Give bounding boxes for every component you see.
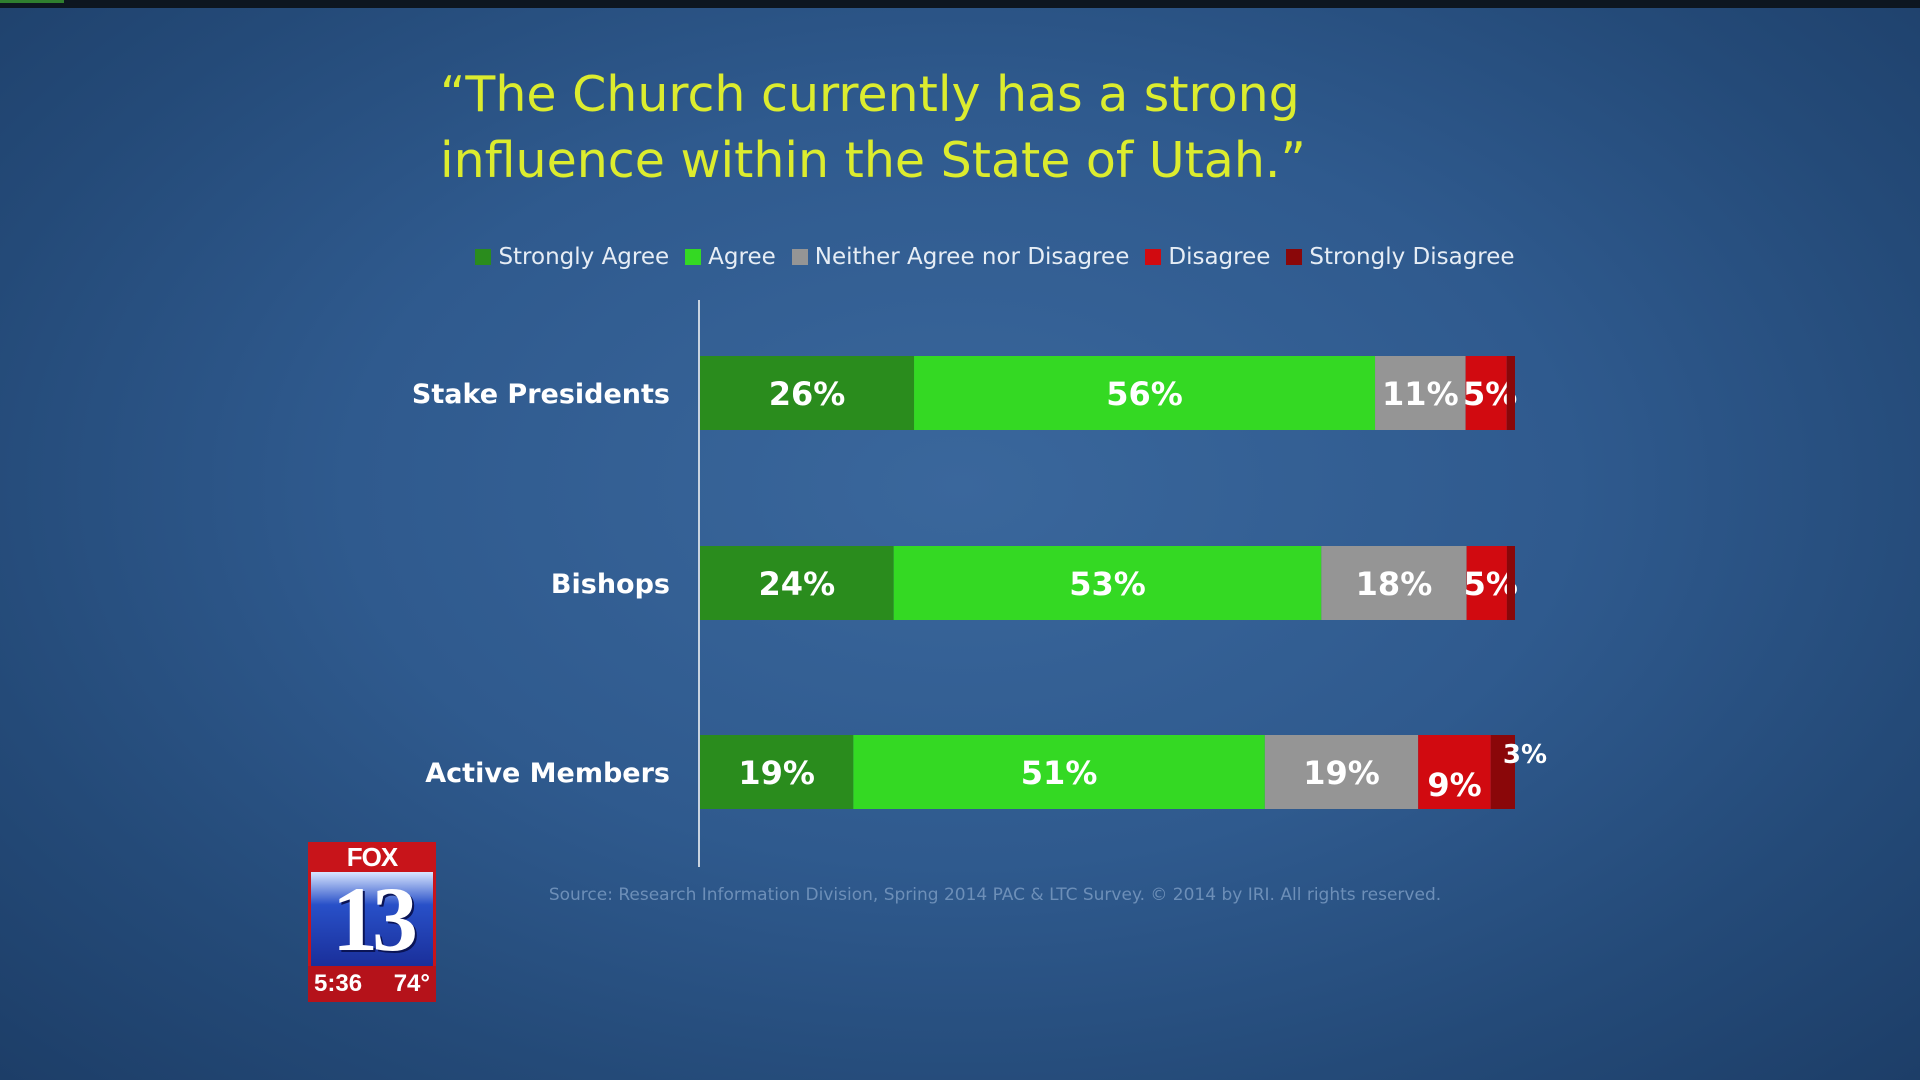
category-label: Active Members [425,758,670,789]
top-bar [0,0,1920,8]
data-label: 24% [759,565,836,603]
bar-segment [914,356,1376,430]
legend-item: Strongly Agree [475,244,669,270]
category-label: Bishops [551,569,670,600]
legend-item: Neither Agree nor Disagree [791,244,1130,270]
logo-time-temp: 5:36 74° [308,966,436,1002]
data-label: 26% [769,375,846,413]
legend-label: Strongly Disagree [1309,244,1515,270]
bar-segment [1506,356,1515,430]
legend-item: Agree [685,244,776,270]
legend-label: Agree [708,244,776,270]
legend-item: Disagree [1145,244,1270,270]
legend-item: Strongly Disagree [1286,244,1515,270]
legend-swatch [791,249,808,265]
legend-label: Disagree [1168,244,1271,270]
logo-time: 5:36 [314,970,363,997]
chart-legend: Strongly Agree Agree Neither Agree nor Dis… [0,244,1920,270]
legend-swatch [685,249,702,265]
bar-segment [893,546,1322,620]
bar-segment [1465,356,1507,430]
category-label: Stake Presidents [412,379,670,410]
bar-segment [853,735,1265,809]
bar-segment [1490,735,1515,809]
bar-segment [1466,546,1507,620]
legend-swatch [1286,249,1303,265]
data-label: 11% [1382,375,1459,413]
logo-channel: 13 [308,872,436,966]
bar-segment [1506,546,1515,620]
top-bar-accent [0,0,64,3]
data-label: 19% [738,754,815,792]
data-label: 9% [1427,766,1481,804]
chart-title: “The Church currently has a strong influ… [440,66,1306,189]
legend-label: Strongly Agree [498,244,670,270]
bar-segment [700,546,894,620]
logo-temperature: 74° [393,970,430,997]
bar-segment [1321,546,1467,620]
bar-segment [1418,735,1491,809]
legend-label: Neither Agree nor Disagree [814,244,1130,270]
data-label: 51% [1021,754,1098,792]
bar-segment [700,356,915,430]
data-label: 18% [1356,565,1433,603]
data-label: 19% [1303,754,1380,792]
logo-network: FOX [308,842,436,872]
fox13-logo: FOX 13 5:36 74° [308,842,436,1006]
legend-swatch [475,249,492,265]
source-note: Source: Research Information Division, S… [548,885,1442,905]
data-label: 53% [1069,565,1146,603]
bar-segment [700,735,854,809]
legend-swatch [1145,249,1162,265]
bar-segment [1375,356,1466,430]
data-label: 56% [1106,375,1183,413]
bar-segment [1264,735,1419,809]
data-label: 3% [1503,740,1547,770]
